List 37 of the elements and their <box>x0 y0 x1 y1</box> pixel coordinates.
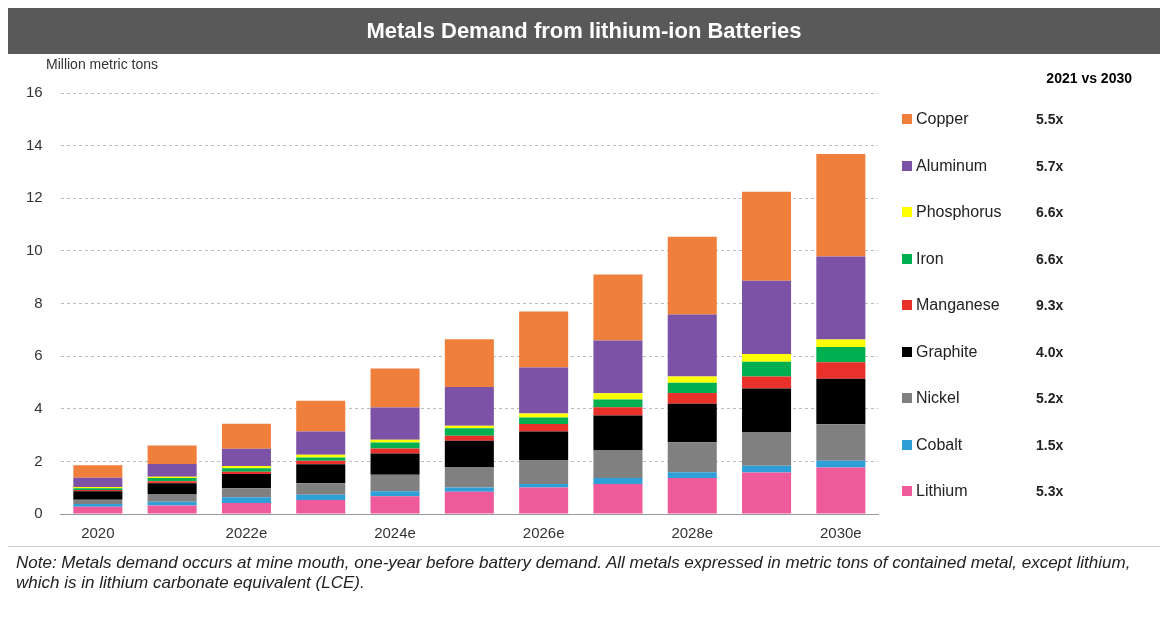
y-tick-label: 14 <box>26 135 43 153</box>
y-tick-label: 4 <box>34 398 43 416</box>
x-tick-label: 2026e <box>522 524 565 542</box>
x-tick-label: 2028e <box>671 524 714 542</box>
text: 5.2x <box>1036 390 1064 407</box>
y-axis-title: Million metric tons <box>46 56 159 72</box>
text: 4.0x <box>1036 343 1064 360</box>
legend-label: Iron <box>916 249 945 268</box>
legend-label: Aluminum <box>916 156 989 175</box>
x-tick-label: 2030e <box>819 524 862 542</box>
x-tick-label: 2022e <box>225 524 268 542</box>
y-tick-label: 16 <box>26 83 43 101</box>
y-tick-label: 6 <box>34 346 43 364</box>
y-tick-label: 2 <box>34 451 43 469</box>
legend-label: Copper <box>916 110 970 129</box>
y-tick-label: 10 <box>26 241 43 259</box>
text: Note: Metals demand occurs at mine mouth, one-year before battery demand. All metals expressed in metric tons of contained metal, except lithium, which is in lithium carbonate equivalent (LCE). <box>8 546 1160 599</box>
legend-label: Phosphorus <box>916 203 1003 222</box>
legend-label: Lithium <box>916 482 969 501</box>
y-tick-label: 12 <box>26 188 43 206</box>
text: 5.5x <box>1036 111 1064 128</box>
text: 5.3x <box>1036 483 1064 500</box>
legend-label: Cobalt <box>916 435 964 454</box>
chart-title: Metals Demand from lithium-ion Batteries <box>8 8 1160 54</box>
legend-label: Nickel <box>916 389 961 408</box>
x-tick-label: 2024e <box>374 524 416 542</box>
y-tick-label: 8 <box>34 293 43 311</box>
legend-label: Graphite <box>916 342 979 361</box>
text: 9.3x <box>1036 297 1064 314</box>
y-tick-label: 0 <box>34 504 43 522</box>
text: 6.6x <box>1036 204 1064 221</box>
legend-label: Manganese <box>916 296 1001 315</box>
x-tick-label: 2020 <box>81 524 115 542</box>
legend-title: 2021 vs 2030 <box>1045 70 1133 86</box>
text: 1.5x <box>1036 436 1064 453</box>
text: 5.7x <box>1036 157 1064 174</box>
text: 6.6x <box>1036 250 1064 267</box>
